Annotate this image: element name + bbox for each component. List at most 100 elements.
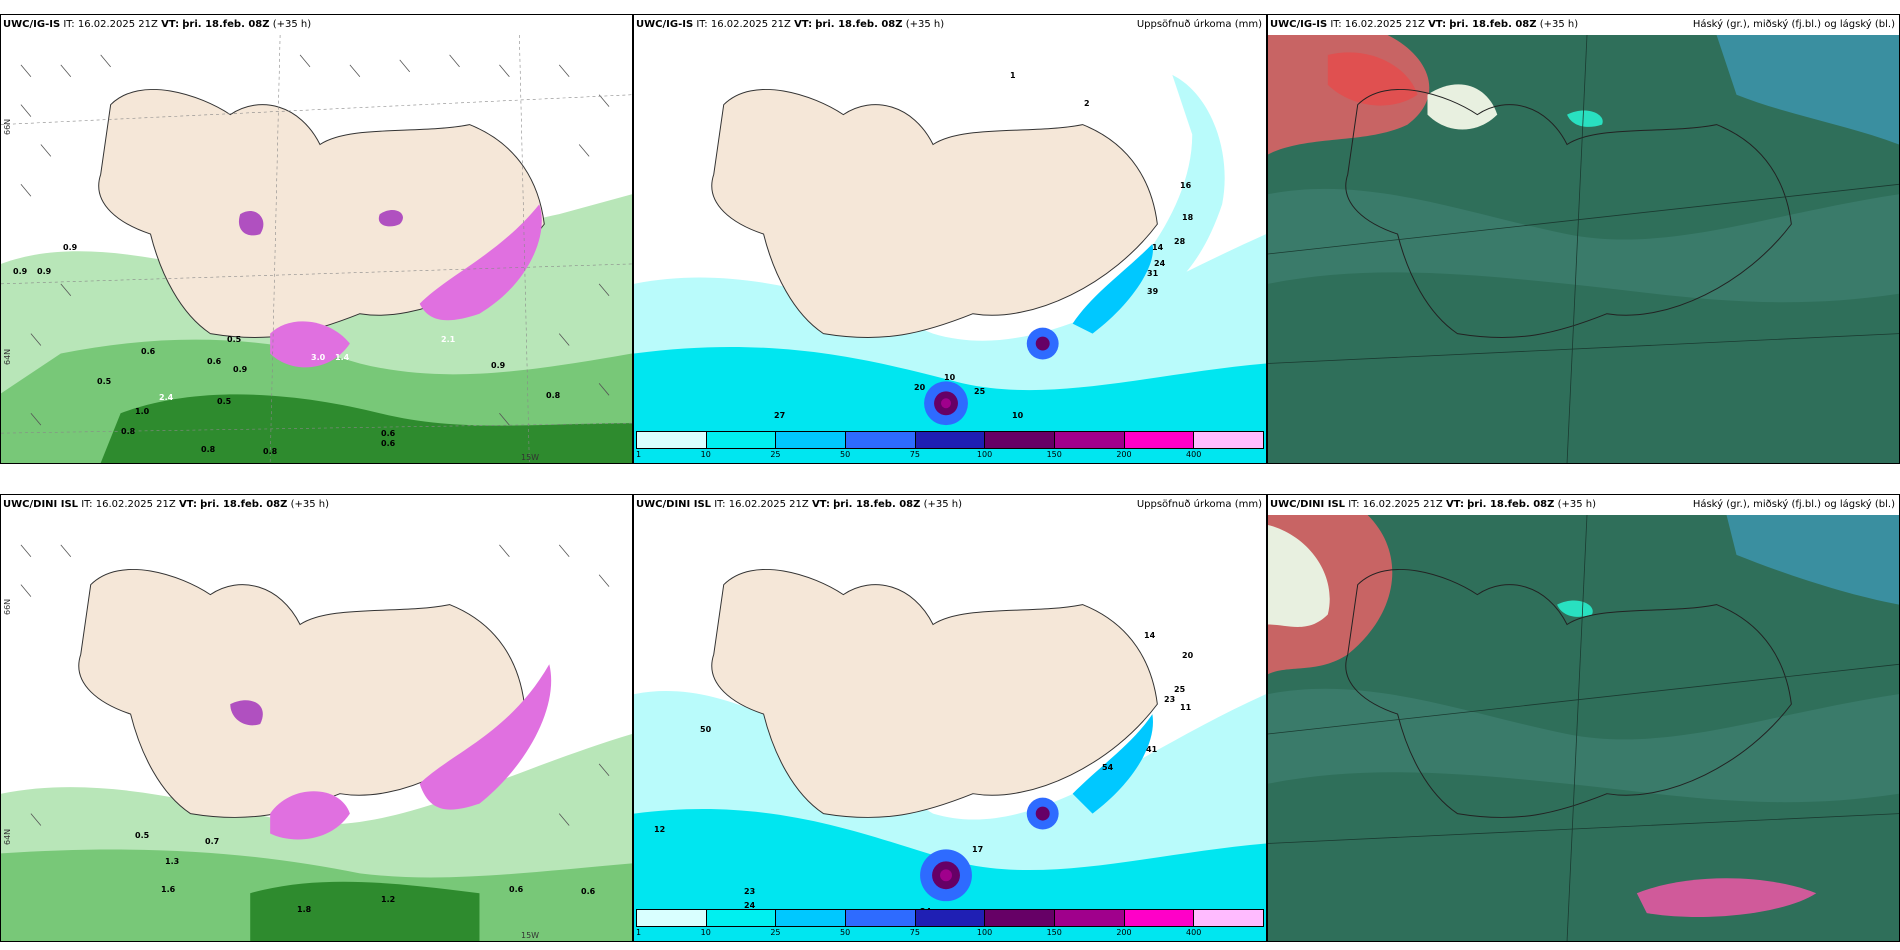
- initial-time: 16.02.2025 21Z: [1344, 19, 1425, 30]
- vt-label: VT:: [161, 19, 180, 30]
- value-label: 11: [1180, 703, 1192, 712]
- value-label: 0.5: [227, 335, 242, 344]
- vt-label: VT:: [1445, 499, 1464, 510]
- field-description: Háský (gr.), miðský (fj.bl.) og lágský (…: [1692, 499, 1895, 510]
- colorbar-tick: 25: [770, 450, 781, 459]
- colorbar-tick: 400: [1186, 450, 1202, 459]
- value-label: 0.9: [37, 267, 52, 276]
- valid-time: þri. 18.feb. 08Z: [815, 19, 903, 30]
- valid-time: þri. 18.feb. 08Z: [182, 19, 270, 30]
- it-label: IT:: [1348, 499, 1360, 510]
- colorbar-tick: 75: [909, 928, 920, 937]
- colorbar-swatch: [1055, 432, 1125, 448]
- wind-map-svg: [1, 35, 632, 463]
- value-label: 28: [1174, 237, 1186, 246]
- vt-label: VT:: [794, 19, 813, 30]
- colorbar-swatch: [915, 432, 986, 448]
- cloud-map-svg: [1268, 515, 1899, 941]
- lon-label: 15W: [521, 931, 540, 940]
- model-title: UWC/DINI ISL: [3, 499, 79, 510]
- value-label: 25: [1174, 685, 1186, 694]
- value-label: 0.6: [141, 347, 156, 356]
- lat-label: 66N: [3, 598, 12, 615]
- lead-time: (+35 h): [290, 499, 330, 510]
- colorbar-swatch: [776, 432, 847, 448]
- map-dini-wind: [1, 515, 632, 941]
- value-label: 39: [1147, 287, 1159, 296]
- it-label: IT:: [696, 19, 708, 30]
- value-label: 0.8: [263, 447, 278, 456]
- colorbar-swatch: [1194, 432, 1264, 448]
- vt-label: VT:: [1428, 19, 1447, 30]
- colorbar-swatch: [1124, 910, 1195, 926]
- colorbar-swatch: [637, 432, 707, 448]
- precip-colorbar: 1 10 25 50 75 100 150 200 400: [636, 909, 1264, 939]
- precip-map-svg: [634, 515, 1266, 941]
- map-ig-cloud: [1268, 35, 1899, 463]
- colorbar-tick: 10: [700, 450, 711, 459]
- value-label: 54: [1102, 763, 1114, 772]
- value-label: 1.0: [135, 407, 150, 416]
- colorbar-swatch: [985, 432, 1056, 448]
- initial-time: 16.02.2025 21Z: [95, 499, 176, 510]
- value-label: 3.0: [311, 353, 326, 362]
- panel-header: UWC/IG-IS IT: 16.02.2025 21Z VT: þri. 18…: [3, 19, 628, 35]
- value-label: 16: [1180, 181, 1192, 190]
- colorbar-swatches: [636, 431, 1264, 449]
- colorbar-swatches: [636, 909, 1264, 927]
- colorbar-swatch: [1124, 432, 1195, 448]
- it-label: IT:: [63, 19, 75, 30]
- colorbar-tick: 50: [840, 928, 851, 937]
- value-label: 24: [1154, 259, 1166, 268]
- value-label: 0.9: [491, 361, 506, 370]
- value-label: 0.6: [381, 439, 396, 448]
- value-label: 0.6: [509, 885, 524, 894]
- initial-time: 16.02.2025 21Z: [1362, 499, 1443, 510]
- field-description: Háský (gr.), miðský (fj.bl.) og lágský (…: [1692, 19, 1895, 30]
- colorbar-swatch: [776, 910, 847, 926]
- value-label: 0.6: [581, 887, 596, 896]
- lead-time: (+35 h): [923, 499, 963, 510]
- model-title: UWC/IG-IS: [1270, 19, 1328, 30]
- lead-time: (+35 h): [272, 19, 312, 30]
- colorbar-tick: 1: [636, 450, 642, 459]
- panel-header: UWC/DINI ISL IT: 16.02.2025 21Z VT: þri.…: [636, 499, 1262, 515]
- value-label: 0.5: [217, 397, 232, 406]
- value-label: 20: [1182, 651, 1194, 660]
- value-label: 17: [972, 845, 984, 854]
- value-label: 0.5: [97, 377, 112, 386]
- value-label: 1.8: [297, 905, 312, 914]
- value-label: 1.3: [165, 857, 180, 866]
- field-description: Uppsöfnuð úrkoma (mm): [1136, 499, 1262, 510]
- map-dini-precip: [634, 515, 1266, 941]
- colorbar-ticks: 1 10 25 50 75 100 150 200 400: [636, 927, 1264, 939]
- colorbar-tick: 200: [1116, 928, 1132, 937]
- precip-map-svg: [634, 35, 1266, 463]
- value-label: 2: [1084, 99, 1090, 108]
- value-label: 14: [1144, 631, 1156, 640]
- valid-time: þri. 18.feb. 08Z: [833, 499, 921, 510]
- colorbar-tick: 100: [976, 928, 993, 937]
- cloud-map-svg: [1268, 35, 1899, 463]
- lead-time: (+35 h): [1557, 499, 1597, 510]
- value-label: 27: [774, 411, 786, 420]
- panel-header: UWC/DINI ISL IT: 16.02.2025 21Z VT: þri.…: [1270, 499, 1895, 515]
- value-label: 0.8: [121, 427, 136, 436]
- colorbar-tick: 25: [770, 928, 781, 937]
- wind-map-svg: [1, 515, 632, 941]
- model-title: UWC/IG-IS: [636, 19, 694, 30]
- panel-header: UWC/DINI ISL IT: 16.02.2025 21Z VT: þri.…: [3, 499, 628, 515]
- valid-time: þri. 18.feb. 08Z: [1449, 19, 1537, 30]
- vt-label: VT:: [178, 499, 197, 510]
- value-label: 0.7: [205, 837, 220, 846]
- colorbar-swatch: [846, 910, 916, 926]
- model-title: UWC/DINI ISL: [1270, 499, 1346, 510]
- colorbar-swatch: [706, 432, 777, 448]
- colorbar-tick: 50: [840, 450, 851, 459]
- colorbar-tick: 200: [1116, 450, 1132, 459]
- value-label: 23: [744, 887, 756, 896]
- value-label: 0.6: [381, 429, 396, 438]
- panel-header: UWC/IG-IS IT: 16.02.2025 21Z VT: þri. 18…: [636, 19, 1262, 35]
- value-label: 25: [974, 387, 986, 396]
- panel-ig-wind: UWC/IG-IS IT: 16.02.2025 21Z VT: þri. 18…: [0, 14, 633, 464]
